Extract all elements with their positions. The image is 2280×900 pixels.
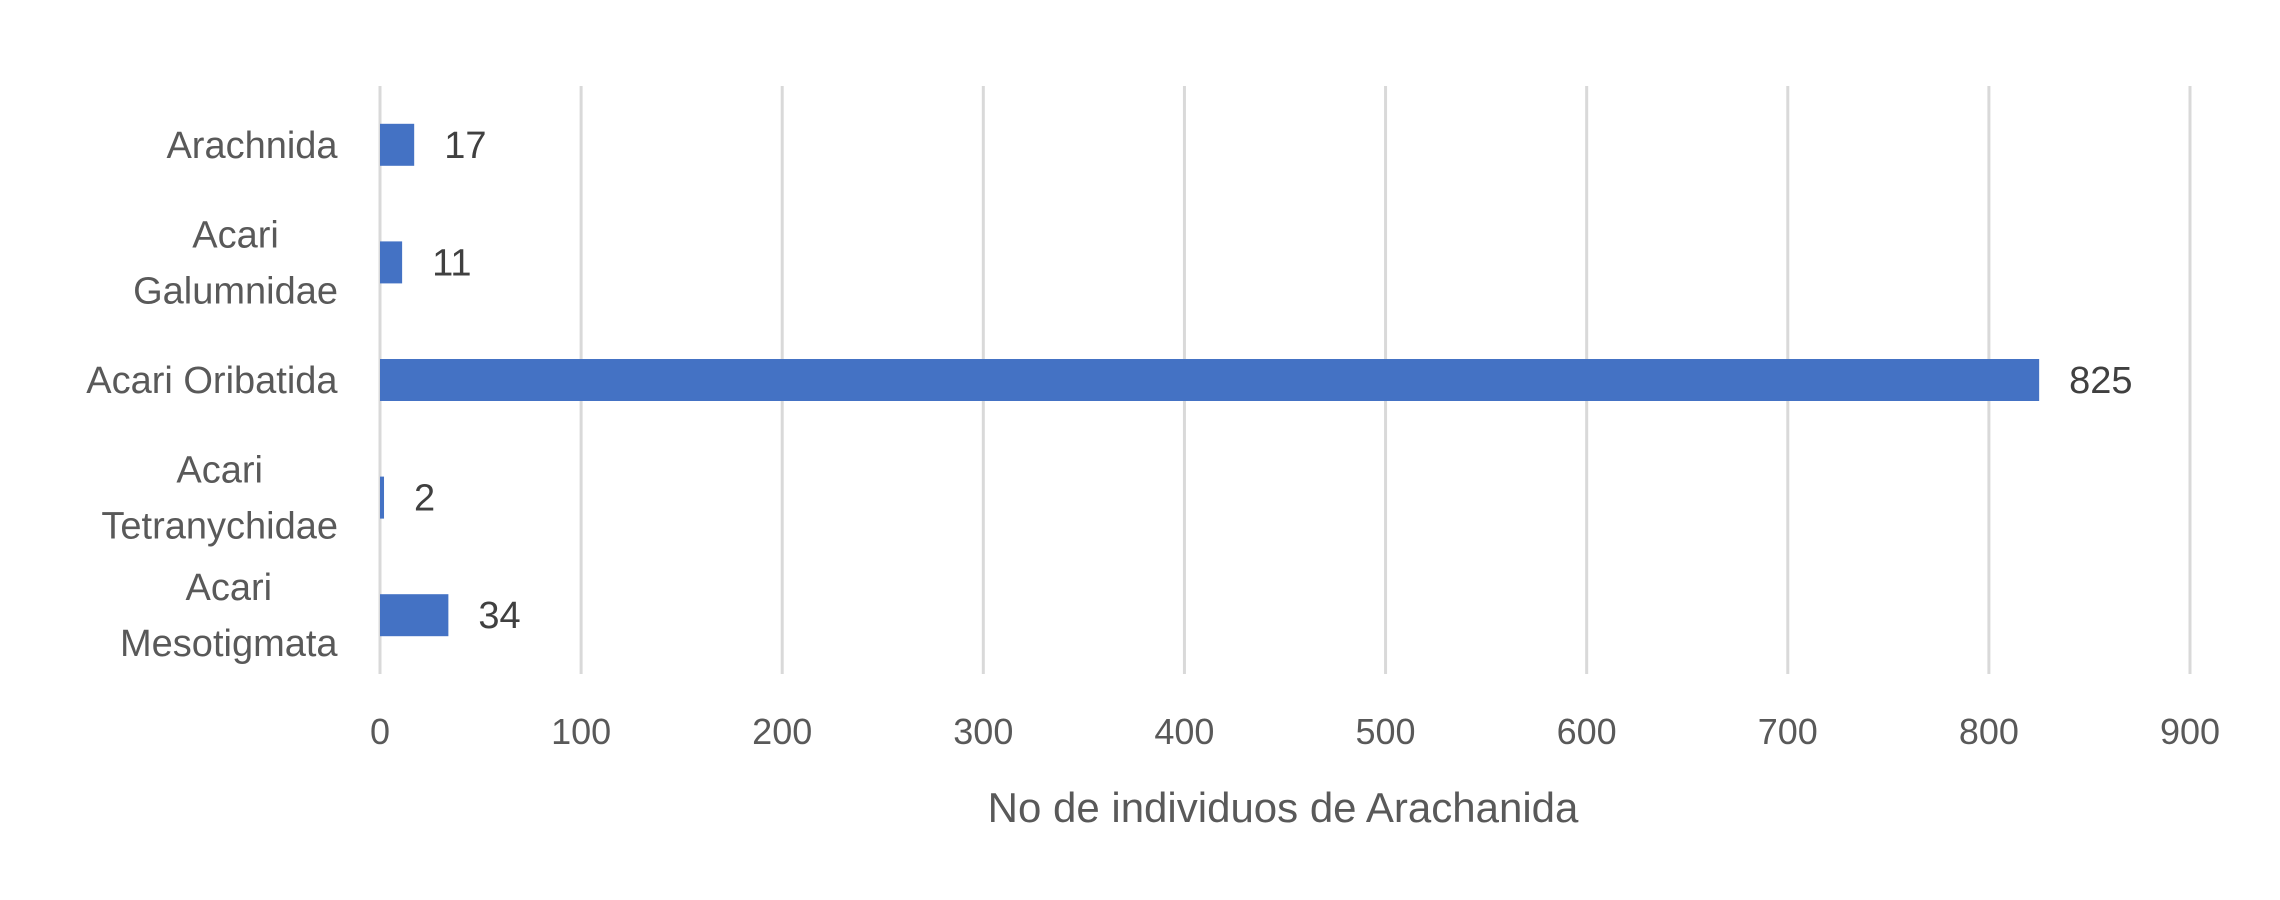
category-label-line: Acari Oribatida bbox=[86, 360, 338, 402]
x-tick-0: 0 bbox=[370, 711, 390, 752]
x-tick-200: 200 bbox=[752, 711, 812, 752]
data-labels: 17 11 825 2 34 bbox=[414, 125, 2133, 637]
x-tick-500: 500 bbox=[1356, 711, 1416, 752]
category-label-0: Arachnida bbox=[166, 125, 338, 167]
bar-0 bbox=[380, 123, 415, 166]
category-label-line: Acari bbox=[186, 567, 273, 609]
x-tick-100: 100 bbox=[551, 711, 611, 752]
data-label-1: 11 bbox=[432, 242, 471, 284]
data-label-3: 2 bbox=[414, 478, 435, 520]
category-label-4: Acari Mesotigmata bbox=[120, 567, 338, 665]
data-label-4: 34 bbox=[478, 595, 520, 637]
category-label-line: Arachnida bbox=[166, 125, 338, 167]
category-label-line: Acari bbox=[192, 214, 279, 256]
x-axis-title: No de individuos de Arachanida bbox=[988, 784, 1579, 831]
data-label-0: 17 bbox=[444, 125, 486, 167]
category-labels: Arachnida Acari Galumnidae Acari Oribatida A… bbox=[86, 125, 338, 665]
category-label-line: Tetranychidae bbox=[101, 506, 338, 548]
bar-2 bbox=[380, 359, 2040, 401]
x-tick-800: 800 bbox=[1959, 711, 2019, 752]
x-tick-300: 300 bbox=[953, 711, 1013, 752]
x-tick-600: 600 bbox=[1557, 711, 1617, 752]
bar-3 bbox=[380, 476, 385, 519]
bars bbox=[380, 123, 2040, 637]
bar-4 bbox=[380, 594, 449, 637]
category-label-2: Acari Oribatida bbox=[86, 360, 338, 402]
x-tick-900: 900 bbox=[2160, 711, 2220, 752]
x-tick-700: 700 bbox=[1758, 711, 1818, 752]
category-label-3: Acari Tetranychidae bbox=[101, 450, 338, 548]
category-label-line: Galumnidae bbox=[133, 270, 338, 312]
x-tick-labels: 0 100 200 300 400 500 600 700 800 900 bbox=[370, 711, 2220, 752]
category-label-line: Mesotigmata bbox=[120, 623, 338, 665]
x-tick-400: 400 bbox=[1154, 711, 1214, 752]
category-label-line: Acari bbox=[176, 450, 263, 492]
data-label-2: 825 bbox=[2069, 360, 2132, 402]
bar-1 bbox=[380, 241, 403, 284]
category-label-1: Acari Galumnidae bbox=[133, 214, 338, 312]
